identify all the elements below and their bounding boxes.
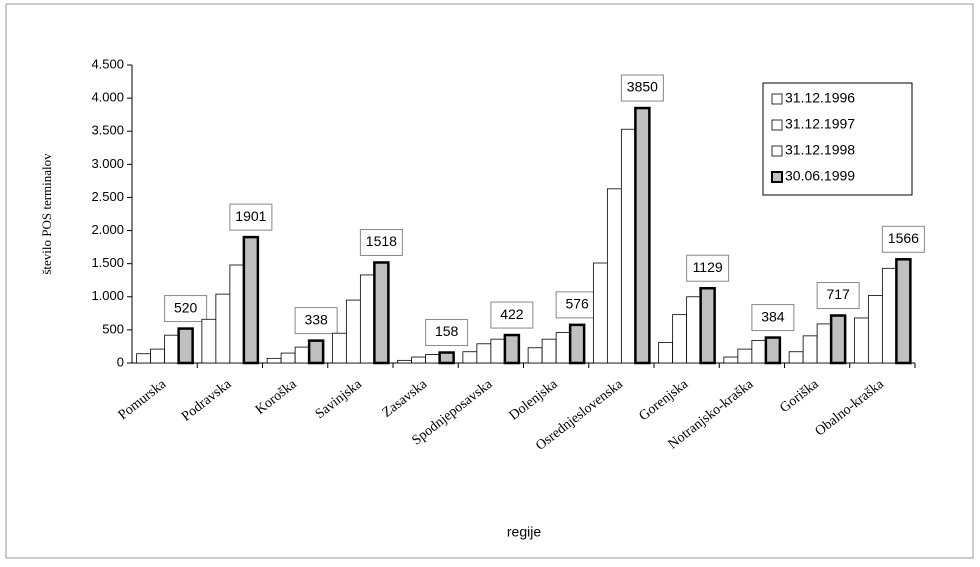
bar (462, 351, 478, 364)
bar (853, 317, 869, 364)
data-label: 717 (826, 286, 850, 302)
y-tick-label: 2.000 (91, 222, 124, 237)
bar (737, 348, 753, 364)
y-tick-label: 3.000 (91, 156, 124, 171)
bar (620, 128, 636, 364)
bar (816, 323, 832, 364)
bar (881, 267, 897, 364)
data-label-box (425, 319, 469, 347)
bar (829, 314, 847, 365)
bar (555, 332, 571, 364)
y-tick-label: 2.500 (91, 189, 124, 204)
bar (476, 343, 492, 364)
bar (751, 340, 767, 364)
legend-label: 30.06.1999 (785, 168, 855, 184)
data-label: 338 (304, 311, 328, 327)
y-tick-label: 0 (117, 354, 124, 369)
bar (373, 261, 390, 365)
data-label: 384 (761, 308, 785, 324)
bar (764, 336, 782, 365)
data-label-box (164, 295, 208, 323)
data-label-box (229, 203, 273, 231)
y-tick-label: 4.500 (91, 56, 124, 71)
x-axis-title: regije (507, 524, 541, 540)
y-tick-label: 1.500 (91, 255, 124, 270)
data-label-box (686, 254, 730, 282)
bar (294, 346, 310, 364)
bar (438, 351, 455, 365)
bar (359, 274, 375, 364)
bar (425, 353, 441, 364)
bar (411, 356, 427, 364)
legend-label: 31.12.1997 (785, 116, 855, 132)
legend-label: 31.12.1996 (785, 90, 855, 106)
bar (541, 338, 557, 364)
data-label: 1566 (888, 230, 919, 246)
bar (164, 334, 180, 364)
legend-swatch (771, 171, 783, 183)
bar (136, 353, 152, 364)
bar (307, 339, 325, 365)
legend-swatch (771, 145, 783, 157)
bar (788, 351, 804, 364)
bar (867, 295, 883, 364)
data-label-box (620, 74, 664, 102)
bar (229, 264, 245, 364)
data-label-box (359, 228, 403, 256)
data-label: 158 (435, 323, 459, 339)
bar (150, 348, 166, 364)
bar (397, 359, 413, 364)
data-label-box (555, 291, 599, 319)
legend-swatch (771, 119, 783, 131)
y-axis-title: število POS terminalov (39, 153, 54, 275)
data-label: 3850 (627, 79, 658, 95)
y-tick-label: 4.000 (91, 90, 124, 105)
bar (634, 106, 651, 365)
bar (568, 323, 586, 365)
data-label: 1518 (366, 233, 397, 249)
bar (672, 314, 688, 364)
bar (686, 296, 702, 364)
data-label-box (490, 301, 534, 329)
legend-box (762, 82, 913, 196)
bar (658, 342, 674, 364)
bar (490, 338, 506, 364)
bar (723, 356, 739, 364)
bar (606, 188, 622, 364)
bar (345, 299, 361, 364)
y-tick-label: 3.500 (91, 123, 124, 138)
bar (201, 318, 217, 364)
y-tick-label: 1.000 (91, 288, 124, 303)
y-tick-label: 500 (102, 321, 124, 336)
data-label: 520 (174, 299, 198, 315)
data-label: 422 (500, 306, 524, 322)
data-label: 1129 (693, 259, 723, 275)
data-label: 576 (565, 296, 589, 312)
data-label-box (881, 225, 925, 253)
data-label-box (816, 282, 860, 310)
legend-label: 31.12.1998 (785, 142, 855, 158)
bar (699, 286, 716, 365)
bar (331, 332, 347, 364)
bar (895, 258, 912, 365)
data-label-box (294, 307, 338, 335)
bar (592, 262, 608, 364)
bar (242, 235, 260, 365)
bar (215, 293, 231, 364)
bar (280, 352, 296, 364)
bar (177, 327, 194, 365)
legend-swatch (771, 93, 783, 105)
bar (266, 357, 282, 364)
bar (503, 333, 521, 365)
data-label: 1901 (235, 208, 266, 224)
data-label-box (751, 304, 795, 332)
bar (527, 347, 543, 364)
bar (802, 335, 818, 364)
